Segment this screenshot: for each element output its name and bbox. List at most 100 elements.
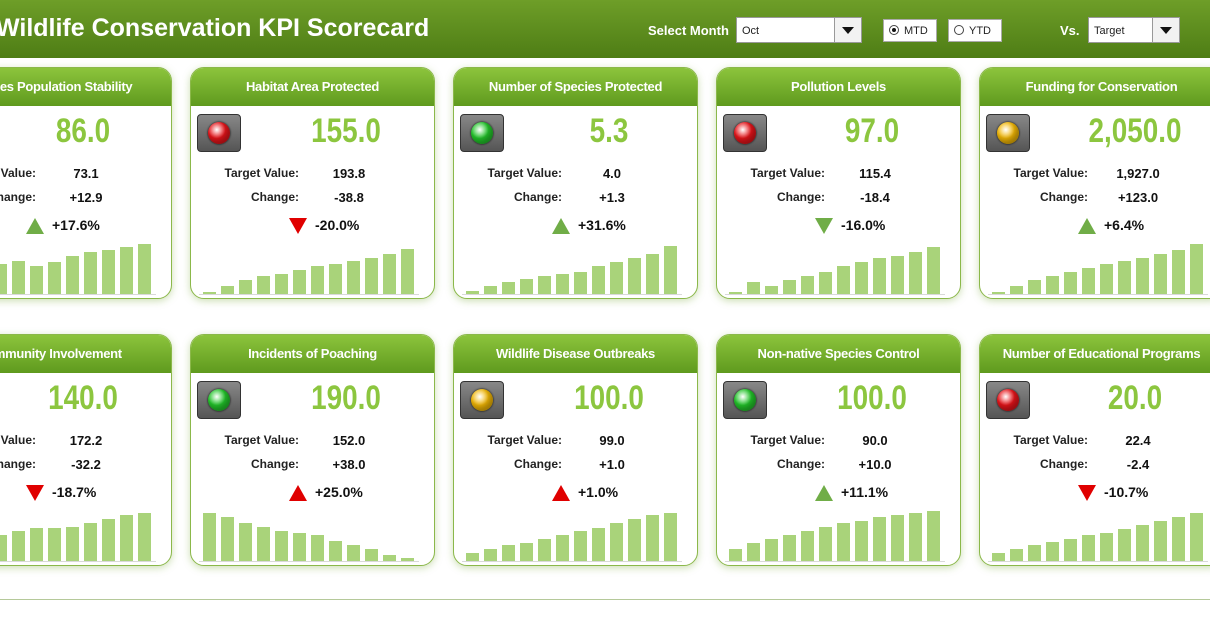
- traffic-light: [197, 381, 241, 419]
- spark-bar: [502, 282, 515, 294]
- spark-bar: [992, 292, 1005, 294]
- target-label: Target Value:: [224, 166, 299, 180]
- dropdown-button[interactable]: [834, 18, 861, 42]
- card-title: Non-native Species Control: [717, 335, 960, 373]
- spark-bar: [747, 543, 760, 561]
- spark-bar: [1028, 545, 1041, 561]
- target-label: Target Value:: [1013, 433, 1088, 447]
- sparkline: [199, 249, 419, 295]
- spark-bar: [484, 286, 497, 294]
- spark-bar: [765, 286, 778, 294]
- spark-bar: [574, 531, 587, 561]
- change-value: -2.4: [1126, 457, 1150, 472]
- spark-bar: [646, 515, 659, 561]
- target-value: 193.8: [332, 166, 366, 181]
- dropdown-button[interactable]: [1152, 18, 1179, 42]
- spark-bar: [610, 523, 623, 561]
- change-value: +123.0: [1117, 190, 1159, 205]
- spark-bar: [909, 513, 922, 561]
- spark-bar: [909, 252, 922, 294]
- spark-bar: [646, 254, 659, 294]
- spark-bar: [1046, 276, 1059, 294]
- spark-bar: [203, 292, 216, 294]
- spark-bar: [365, 258, 378, 294]
- card-title: Number of Educational Programs: [980, 335, 1210, 373]
- change-value: -32.2: [71, 457, 101, 472]
- spark-bar: [239, 280, 252, 294]
- target-label: Target Value:: [750, 433, 825, 447]
- kpi-card: Number of Educational Programs 20.0 Target…: [979, 334, 1210, 566]
- kpi-value: 100.0: [574, 379, 644, 417]
- spark-bar: [610, 262, 623, 294]
- spark-bar: [927, 511, 940, 561]
- target-label: Target Value:: [0, 433, 36, 447]
- target-label: Target Value:: [0, 166, 36, 180]
- spark-bar: [729, 292, 742, 294]
- arrow-down: [289, 218, 307, 234]
- spark-bar: [628, 519, 641, 561]
- arrow-up: [552, 218, 570, 234]
- divider: [0, 599, 1210, 600]
- target-value: 172.2: [69, 433, 103, 448]
- vs-dropdown[interactable]: Target: [1088, 17, 1180, 43]
- spark-bar: [1082, 268, 1095, 294]
- spark-bar: [765, 539, 778, 561]
- card-title: Species Population Stability: [0, 68, 171, 106]
- card-title: Wildlife Disease Outbreaks: [454, 335, 697, 373]
- spark-bar: [275, 531, 288, 561]
- arrow-up: [552, 485, 570, 501]
- change-label: Change:: [0, 190, 36, 204]
- light-lamp: [997, 122, 1019, 144]
- light-lamp: [471, 122, 493, 144]
- month-dropdown[interactable]: Oct: [736, 17, 862, 43]
- kpi-card: Pollution Levels 97.0 Target Value: 115.4 Ch…: [716, 67, 961, 299]
- spark-bar: [1064, 539, 1077, 561]
- change-percent: +25.0%: [315, 484, 363, 500]
- radio-mtd[interactable]: MTD: [883, 19, 937, 42]
- spark-bar: [801, 276, 814, 294]
- change-value: +1.0: [599, 457, 625, 472]
- spark-bar: [257, 276, 270, 294]
- spark-bar: [401, 249, 414, 294]
- spark-bar: [466, 553, 479, 561]
- spark-bar: [1172, 517, 1185, 561]
- kpi-value: 86.0: [55, 112, 111, 150]
- spark-bar: [873, 258, 886, 294]
- spark-bar: [12, 531, 25, 561]
- spark-bar: [1100, 264, 1113, 294]
- radio-ytd[interactable]: YTD: [948, 19, 1002, 42]
- spark-bar: [311, 266, 324, 294]
- sparkline: [988, 244, 1208, 295]
- spark-bar: [221, 517, 234, 561]
- spark-bar: [1190, 513, 1203, 561]
- change-label: Change:: [251, 190, 299, 204]
- spark-bar: [891, 515, 904, 561]
- change-label: Change:: [514, 190, 562, 204]
- kpi-card: Habitat Area Protected 155.0 Target Value:…: [190, 67, 435, 299]
- kpi-value: 155.0: [311, 112, 381, 150]
- target-value: 115.4: [859, 166, 891, 181]
- spark-bar: [1172, 250, 1185, 294]
- spark-bar: [556, 274, 569, 294]
- traffic-light: [723, 381, 767, 419]
- header: Wildlife Conservation KPI Scorecard Sele…: [0, 0, 1210, 58]
- spark-bar: [1064, 272, 1077, 294]
- change-value: +10.0: [858, 457, 892, 472]
- spark-bar: [819, 272, 832, 294]
- kpi-value: 20.0: [1107, 379, 1163, 417]
- spark-bar: [0, 264, 7, 294]
- sparkline: [199, 513, 419, 562]
- traffic-light: [460, 114, 504, 152]
- spark-bar: [783, 280, 796, 294]
- arrow-down: [815, 218, 833, 234]
- target-value: 4.0: [602, 166, 622, 181]
- kpi-card: Species Population Stability 86.0 Target V…: [0, 67, 172, 299]
- target-value: 99.0: [599, 433, 625, 448]
- spark-bar: [891, 256, 904, 294]
- traffic-light: [460, 381, 504, 419]
- kpi-card: Non-native Species Control 100.0 Target Va…: [716, 334, 961, 566]
- traffic-light: [986, 381, 1030, 419]
- kpi-card: Wildlife Disease Outbreaks 100.0 Target Va…: [453, 334, 698, 566]
- spark-bar: [1118, 261, 1131, 294]
- arrow-up: [815, 485, 833, 501]
